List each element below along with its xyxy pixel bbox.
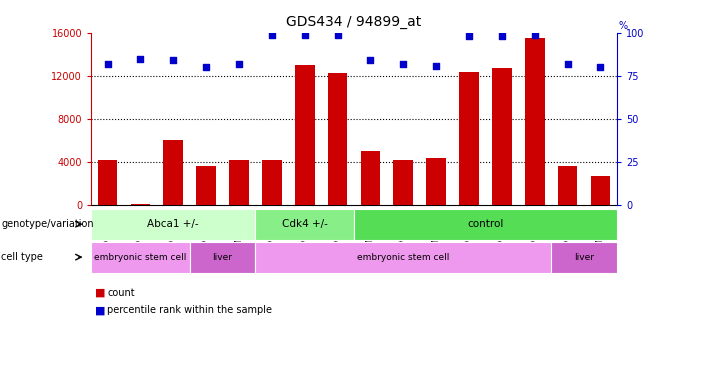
- Bar: [426, 158, 446, 205]
- Bar: [196, 166, 216, 205]
- Text: count: count: [107, 288, 135, 298]
- Text: Cdk4 +/-: Cdk4 +/-: [282, 219, 327, 229]
- Point: [332, 32, 343, 38]
- Point: [102, 61, 113, 67]
- Point: [266, 32, 278, 38]
- Bar: [459, 72, 479, 205]
- Point: [135, 56, 146, 61]
- Point: [463, 33, 475, 39]
- Text: genotype/variation: genotype/variation: [1, 219, 94, 229]
- Bar: [163, 141, 183, 205]
- Text: liver: liver: [212, 253, 233, 262]
- Bar: [525, 38, 545, 205]
- Bar: [360, 151, 381, 205]
- Point: [233, 61, 245, 67]
- Point: [562, 61, 573, 67]
- Bar: [130, 204, 150, 205]
- Text: %: %: [618, 21, 627, 31]
- Point: [529, 32, 540, 38]
- Text: cell type: cell type: [1, 252, 43, 262]
- Point: [299, 32, 311, 38]
- Point: [200, 64, 212, 70]
- Bar: [328, 73, 348, 205]
- Text: embryonic stem cell: embryonic stem cell: [94, 253, 186, 262]
- Text: control: control: [468, 219, 503, 229]
- Text: percentile rank within the sample: percentile rank within the sample: [107, 305, 272, 315]
- Text: Abca1 +/-: Abca1 +/-: [147, 219, 199, 229]
- Bar: [262, 160, 282, 205]
- Bar: [229, 160, 249, 205]
- Title: GDS434 / 94899_at: GDS434 / 94899_at: [287, 15, 421, 29]
- Point: [430, 63, 442, 68]
- Text: ■: ■: [95, 305, 105, 315]
- Bar: [492, 68, 512, 205]
- Bar: [97, 160, 118, 205]
- Bar: [295, 65, 315, 205]
- Text: ■: ■: [95, 288, 105, 298]
- Text: liver: liver: [574, 253, 594, 262]
- Bar: [393, 160, 413, 205]
- Point: [496, 33, 508, 39]
- Point: [397, 61, 409, 67]
- Bar: [558, 166, 578, 205]
- Text: embryonic stem cell: embryonic stem cell: [357, 253, 449, 262]
- Point: [365, 57, 376, 63]
- Bar: [590, 176, 611, 205]
- Point: [168, 57, 179, 63]
- Point: [595, 64, 606, 70]
